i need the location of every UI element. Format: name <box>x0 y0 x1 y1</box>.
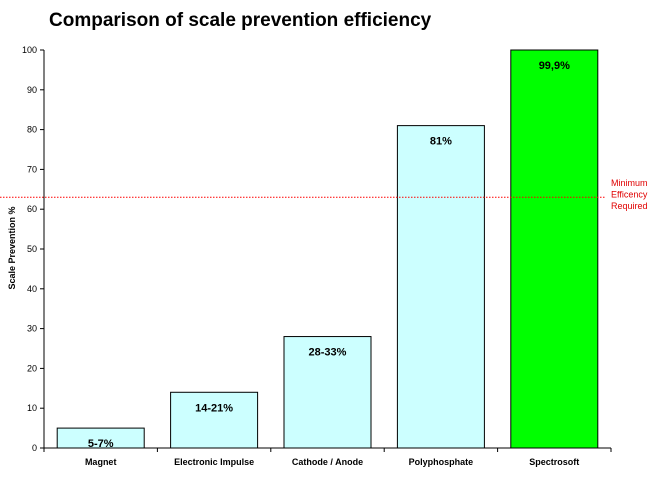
bars: 5-7% 14-21% 28-33% 81% 99,9% <box>56 49 599 450</box>
y-tick-label: 80 <box>27 125 37 135</box>
bar-data-label: 14-21% <box>195 402 233 414</box>
bar-data-label: 99,9% <box>539 60 570 72</box>
y-tick-label: 0 <box>32 443 37 453</box>
axes <box>43 50 612 452</box>
y-tick-label: 60 <box>27 204 37 214</box>
bar-data-label: 28-33% <box>309 347 347 359</box>
x-tick-label: Cathode / Anode <box>292 457 363 467</box>
x-axis-labels: Magnet Electronic Impulse Cathode / Anode P… <box>85 457 579 467</box>
x-tick-label: Electronic Impulse <box>174 457 254 467</box>
y-tick-label: 70 <box>27 164 37 174</box>
reference-line-label: Minimum <box>611 178 648 188</box>
y-tick-label: 30 <box>27 324 37 334</box>
y-axis-title-group: Scale Prevention % <box>7 206 17 289</box>
x-tick-label: Magnet <box>85 457 117 467</box>
bar-data-label: 5-7% <box>88 438 114 450</box>
y-axis-ticks: 0 10 20 30 40 50 60 70 80 90 100 <box>22 45 44 453</box>
y-tick-label: 10 <box>27 403 37 413</box>
y-tick-label: 90 <box>27 85 37 95</box>
reference-line-label: Efficency <box>611 190 648 200</box>
bar <box>170 391 259 449</box>
bar <box>510 49 599 449</box>
y-tick-label: 100 <box>22 45 37 55</box>
x-tick-label: Spectrosoft <box>529 457 579 467</box>
y-tick-label: 50 <box>27 244 37 254</box>
bar <box>283 336 372 449</box>
y-axis-title: Scale Prevention % <box>7 206 17 289</box>
chart-title: Comparison of scale prevention efficienc… <box>49 10 432 31</box>
reference-line-label: Required <box>611 201 648 211</box>
x-tick-label: Polyphosphate <box>409 457 474 467</box>
y-tick-label: 40 <box>27 284 37 294</box>
bar <box>396 125 485 449</box>
bar-data-label: 81% <box>430 136 452 148</box>
y-tick-label: 20 <box>27 363 37 373</box>
